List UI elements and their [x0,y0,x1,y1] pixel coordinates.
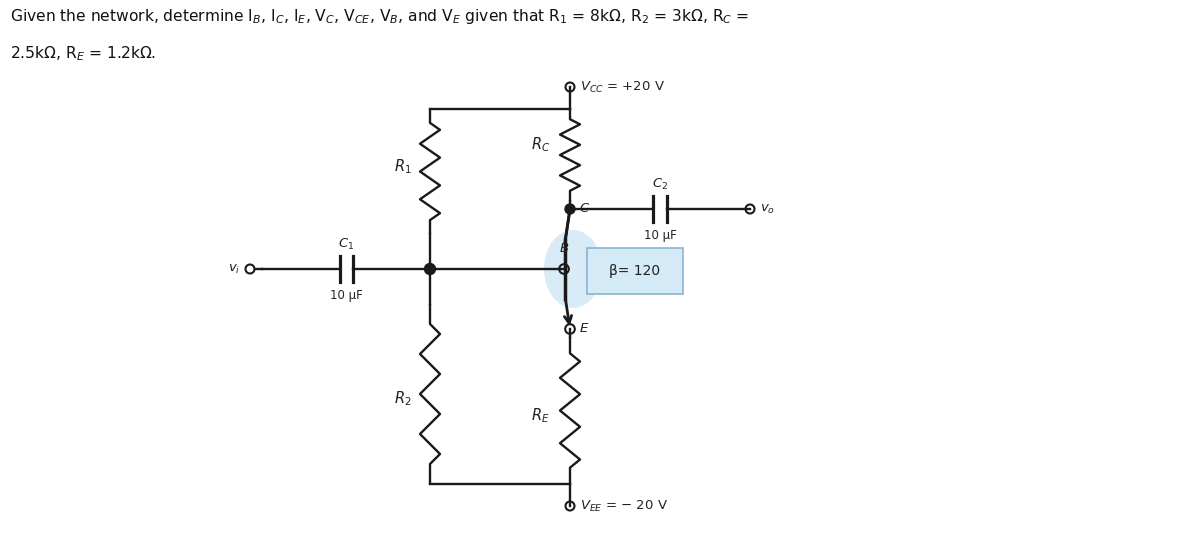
Text: $V_{EE}$ = − 20 V: $V_{EE}$ = − 20 V [580,499,668,514]
Text: Given the network, determine I$_B$, I$_C$, I$_E$, V$_C$, V$_{CE}$, V$_B$, and V$: Given the network, determine I$_B$, I$_C… [10,7,749,26]
Text: $R_2$: $R_2$ [395,390,412,409]
Text: $R_C$: $R_C$ [530,136,550,154]
Text: 10 μF: 10 μF [330,289,362,302]
Text: $v_o$: $v_o$ [760,203,775,216]
Text: $B$: $B$ [559,242,569,255]
Text: $v_i$: $v_i$ [228,262,240,275]
Text: $R_E$: $R_E$ [532,406,550,425]
Text: $C_2$: $C_2$ [652,177,668,192]
Circle shape [425,264,436,274]
Text: $C_1$: $C_1$ [338,237,354,252]
FancyBboxPatch shape [587,248,683,294]
Circle shape [565,204,575,214]
Text: 2.5k$\Omega$, R$_E$ = 1.2k$\Omega$.: 2.5k$\Omega$, R$_E$ = 1.2k$\Omega$. [10,44,156,63]
Text: β= 120: β= 120 [610,264,660,278]
Text: 10 μF: 10 μF [643,229,677,242]
Text: $R_1$: $R_1$ [395,157,412,176]
Text: $E$: $E$ [580,321,589,335]
Ellipse shape [544,230,602,308]
Text: $V_{CC}$ = +20 V: $V_{CC}$ = +20 V [580,79,665,94]
Text: $C$: $C$ [580,202,590,215]
